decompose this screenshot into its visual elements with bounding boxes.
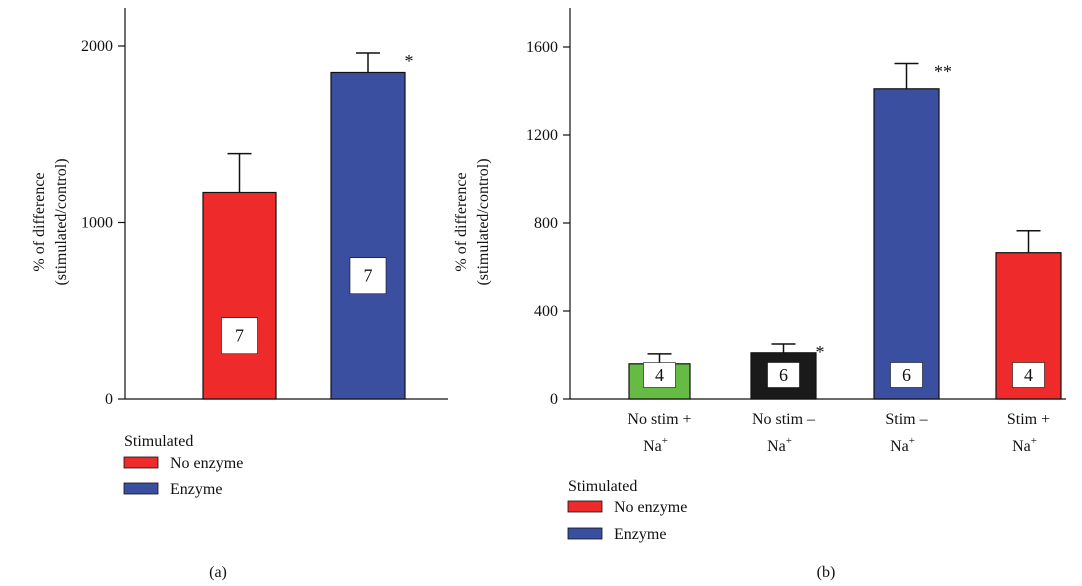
- panel-b-category-label: Stim +: [1007, 411, 1050, 428]
- panel-b-sample-size-box: [890, 362, 923, 388]
- panel-b-category-label-ion: Na+: [1012, 435, 1037, 455]
- panel-a-sample-size-label: 7: [235, 326, 244, 346]
- panel-b-legend-swatch: [567, 527, 603, 540]
- panel-a-y-axis-label: % of difference: [31, 172, 48, 271]
- panel-a-legend-label: No enzyme: [170, 455, 243, 472]
- panel-a-y-tick-label: 2000: [81, 38, 113, 55]
- panel-b-legend-title: Stimulated: [568, 478, 637, 495]
- panel-a-legend-swatch: [123, 482, 159, 495]
- panel-b-category-ion-charge: +: [909, 435, 915, 447]
- panel-b-panel-label: (b): [817, 564, 836, 581]
- panel-b-category-ion-base: Na: [1012, 438, 1031, 455]
- panel-b-category-ion-charge: +: [1031, 435, 1037, 447]
- panel-a-legend-swatch: [123, 456, 159, 469]
- panel-b-category-label: No stim +: [627, 411, 691, 428]
- panel-a-y-tick-label: 0: [105, 391, 113, 408]
- panel-a-significance-mark: *: [405, 51, 414, 71]
- panel-b-significance-mark: *: [816, 342, 825, 362]
- panel-a-y-tick-label: 1000: [81, 215, 113, 232]
- panel-a-sample-size-box: [349, 257, 387, 295]
- panel-b-y-axis-label: (stimulated/control): [475, 158, 492, 285]
- panel-b-sample-size-box: [1012, 362, 1045, 388]
- panel-b-sample-size-label: 4: [1024, 365, 1033, 385]
- panel-b-category-label-ion: Na+: [643, 435, 668, 455]
- panel-a-panel-label: (a): [209, 564, 227, 581]
- panel-a-legend-label: Enzyme: [170, 481, 222, 498]
- panel-b-sample-size-label: 4: [655, 365, 664, 385]
- panel-a-sample-size-box: [221, 317, 258, 355]
- panel-b-significance-mark: **: [934, 62, 952, 82]
- panel-b-sample-size-box: [767, 362, 800, 388]
- panel-b-category-label-ion: Na+: [767, 435, 792, 455]
- panel-b-legend-label: No enzyme: [614, 499, 687, 516]
- panel-b-category-ion-charge: +: [662, 435, 668, 447]
- panel-b-y-tick-label: 1600: [526, 39, 558, 56]
- panel-b-chart: 0 400 800 1200 1600 % of difference (stimulate…: [453, 8, 1066, 581]
- panel-a-chart: 0 1000 2000 % of difference (stimulated/cont…: [31, 8, 448, 581]
- panel-a-legend-title: Stimulated: [124, 433, 193, 450]
- panel-b-bar: [873, 88, 940, 400]
- panel-b-category-label: Stim –: [885, 411, 928, 428]
- panel-b-sample-size-label: 6: [902, 365, 911, 385]
- panel-b-sample-size-label: 6: [779, 365, 788, 385]
- panel-a-sample-size-label: 7: [364, 266, 373, 286]
- panel-b-y-tick-label: 800: [534, 215, 558, 232]
- panel-a-bar: [330, 71, 406, 400]
- panel-b-legend-swatch: [567, 500, 603, 513]
- panel-b-category-label-ion: Na+: [890, 435, 915, 455]
- panel-b-category-ion-base: Na: [767, 438, 786, 455]
- panel-a-bar: [202, 191, 277, 400]
- panel-b-category-label: No stim –: [752, 411, 816, 428]
- panel-b-y-axis-label: % of difference: [453, 172, 470, 271]
- panel-b-legend-label: Enzyme: [614, 526, 666, 543]
- panel-b-sample-size-box: [643, 362, 676, 388]
- panel-a-y-axis-label: (stimulated/control): [53, 158, 70, 285]
- panel-b-y-tick-label: 0: [550, 391, 558, 408]
- panel-b-y-tick-label: 400: [534, 303, 558, 320]
- panel-b-category-ion-base: Na: [643, 438, 662, 455]
- panel-b-y-tick-label: 1200: [526, 127, 558, 144]
- panel-b-category-ion-base: Na: [890, 438, 909, 455]
- panel-b-category-ion-charge: +: [786, 435, 792, 447]
